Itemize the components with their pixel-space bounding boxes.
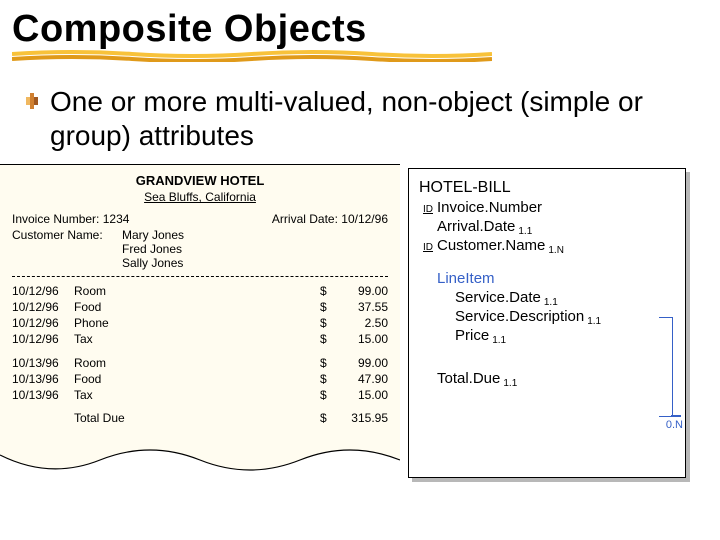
hotel-name: GRANDVIEW HOTEL: [12, 173, 388, 188]
bracket-tick-icon: [671, 415, 681, 417]
bullet-text: One or more multi-valued, non-object (si…: [50, 85, 696, 152]
hotel-location: Sea Bluffs, California: [144, 190, 256, 204]
schema-group-label: LineItem: [437, 270, 677, 287]
schema-panel: HOTEL-BILL ID Invoice.Number Arrival.Dat…: [408, 168, 686, 478]
title-underline: [0, 49, 720, 67]
schema-attr: ID Customer.Name 1.N: [419, 237, 677, 254]
wave-bottom-icon: [0, 445, 400, 485]
schema-attr: ID Invoice.Number: [419, 199, 677, 216]
customer-names: Customer Name:Mary Jones Fred Jones Sall…: [12, 228, 388, 270]
divider: [12, 276, 388, 277]
arrival-date: Arrival Date: 10/12/96: [272, 212, 388, 226]
schema-title: HOTEL-BILL: [419, 179, 677, 197]
schema-group: Service.Date1.1 Service.Description1.1 P…: [455, 289, 677, 344]
total-due: Total Due $ 315.95: [12, 403, 388, 425]
slide-title: Composite Objects: [12, 8, 708, 51]
group-bracket-icon: [659, 317, 673, 417]
schema-attr: Arrival.Date 1.1: [419, 218, 677, 235]
group-cardinality: 0.N: [666, 419, 683, 431]
line-items: 10/12/96Room$99.00 10/12/96Food$37.55 10…: [12, 283, 388, 403]
invoice-number: Invoice Number: 1234: [12, 212, 129, 226]
schema-attr: Total.Due 1.1: [437, 370, 677, 387]
invoice-panel: GRANDVIEW HOTEL Sea Bluffs, California I…: [0, 164, 400, 474]
bullet-icon: [24, 91, 44, 111]
